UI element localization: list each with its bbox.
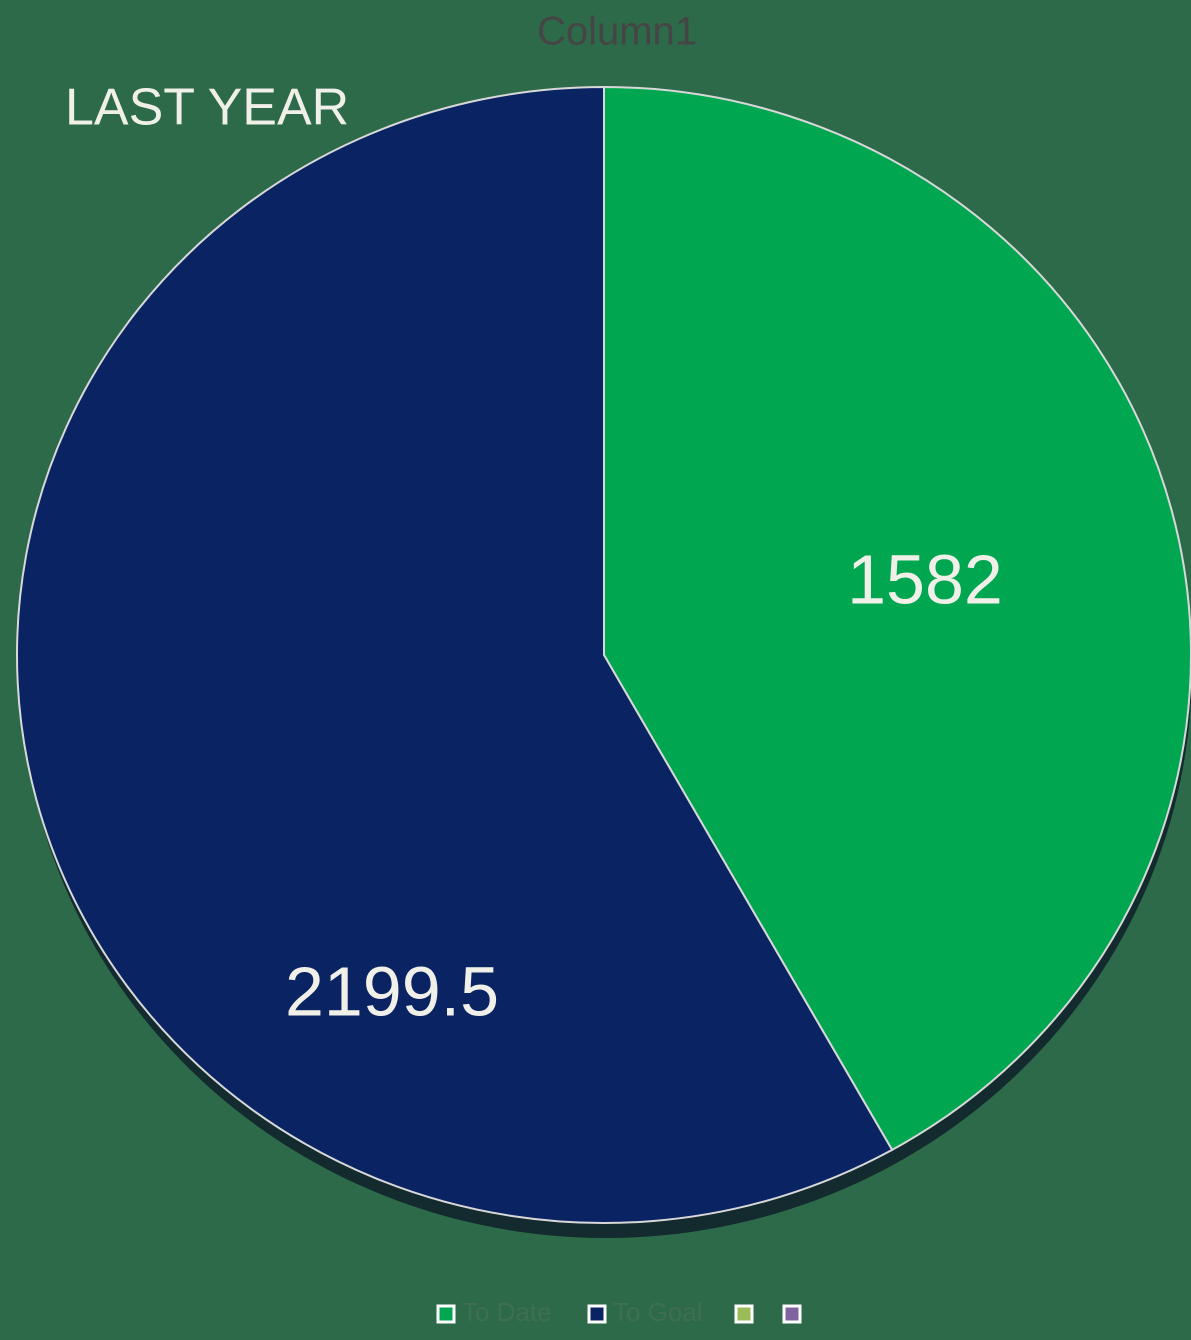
data-label: 1582 [847,540,1003,618]
pie-slice [603,85,1191,1152]
chart-title: Column1 [537,10,697,54]
legend-swatch [436,1304,456,1324]
legend-swatch [587,1304,607,1324]
slices [15,85,1191,1224]
annotation: LAST YEAR [65,79,349,137]
legend-label: To Date [462,1297,552,1327]
data-label: 2199.5 [285,952,499,1030]
legend-swatch [782,1304,802,1324]
legend-label: To Goal [613,1297,703,1327]
pie-slice [15,85,894,1224]
legend-swatch [734,1304,754,1324]
